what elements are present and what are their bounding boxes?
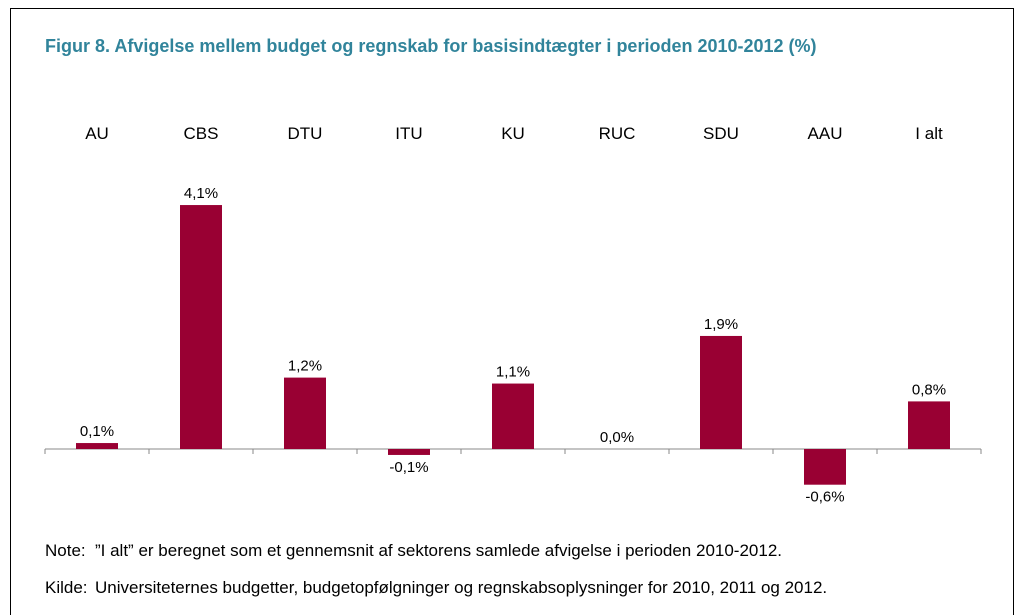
bar — [700, 335, 742, 449]
category-label: I alt — [915, 124, 943, 143]
category-label: AAU — [808, 124, 843, 143]
value-label: -0,6% — [805, 489, 844, 506]
value-label: 0,0% — [600, 429, 634, 446]
bar — [180, 205, 222, 449]
value-label: 0,1% — [80, 423, 114, 440]
chart-title: Figur 8. Afvigelse mellem budget og regn… — [45, 36, 817, 56]
value-label: 1,1% — [496, 364, 530, 381]
category-label: ITU — [395, 124, 422, 143]
note-label: Note: — [45, 541, 86, 560]
category-label: RUC — [599, 124, 636, 143]
value-label: 4,1% — [184, 185, 218, 202]
bar — [284, 377, 326, 449]
source: Kilde: Universiteternes budgetter, budget… — [45, 578, 827, 598]
note: Note: ”I alt” er beregnet som et gennemsn… — [45, 541, 782, 561]
value-label: 1,9% — [704, 316, 738, 333]
bar — [76, 443, 118, 449]
value-label: -0,1% — [389, 459, 428, 476]
category-label: AU — [85, 124, 109, 143]
bar — [388, 449, 430, 455]
bar — [908, 401, 950, 449]
value-label: 0,8% — [912, 381, 946, 398]
value-label: 1,2% — [288, 358, 322, 375]
category-label: DTU — [288, 124, 323, 143]
category-label: KU — [501, 124, 525, 143]
category-label: CBS — [184, 124, 219, 143]
bar — [492, 383, 534, 449]
source-label: Kilde: — [45, 578, 88, 597]
note-text: ”I alt” er beregnet som et gennemsnit af… — [95, 541, 783, 560]
source-text: Universiteternes budgetter, budgetopfølg… — [95, 578, 828, 597]
category-label: SDU — [703, 124, 739, 143]
bar — [804, 449, 846, 485]
frame — [10, 8, 1014, 615]
